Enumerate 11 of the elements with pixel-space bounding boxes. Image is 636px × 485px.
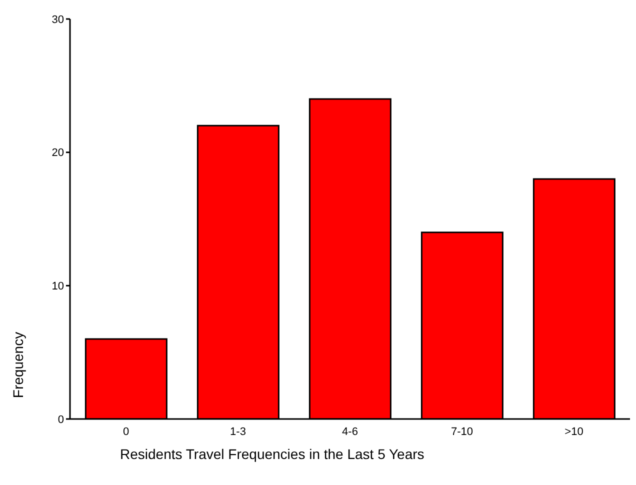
- y-tick-label: 30: [52, 14, 64, 26]
- x-axis-title: Residents Travel Frequencies in the Last 5 Years: [120, 446, 424, 462]
- x-tick-label: >10: [564, 426, 584, 438]
- x-tick-label: 1-3: [230, 426, 246, 438]
- y-tick-label: 0: [58, 414, 64, 426]
- x-tick-label: 0: [122, 426, 130, 438]
- x-tick-label: 4-6: [342, 426, 358, 438]
- x-tick-label: 7-10: [450, 426, 474, 438]
- y-tick-label: 10: [52, 280, 64, 293]
- y-tick-label: 20: [52, 147, 64, 160]
- y-axis-title: Frequency: [10, 332, 26, 398]
